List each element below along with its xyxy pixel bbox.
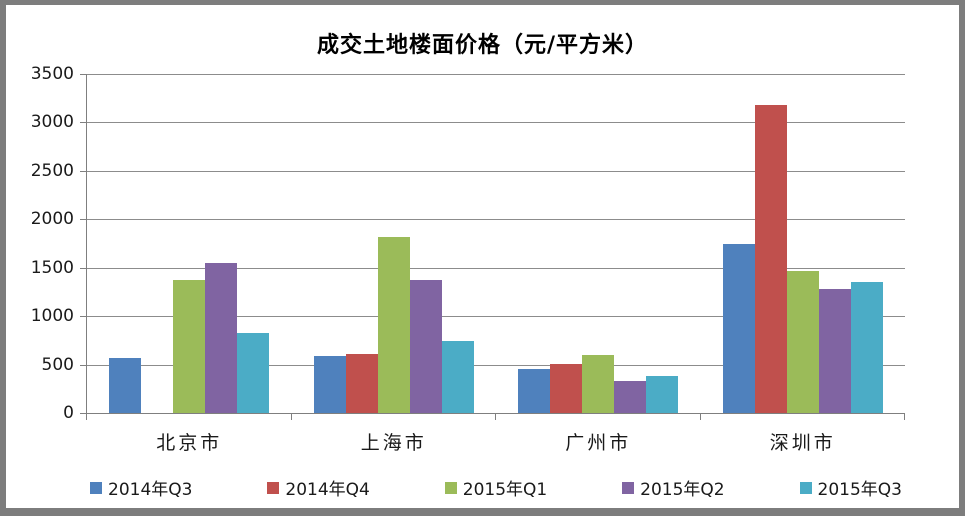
legend-item: 2014年Q4 — [267, 475, 370, 500]
y-axis-label: 500 — [41, 354, 74, 375]
x-axis-tick — [290, 413, 292, 420]
bar — [754, 105, 787, 413]
category-group — [292, 74, 497, 413]
y-axis-tick — [80, 413, 87, 414]
legend-label: 2014年Q4 — [285, 480, 370, 500]
y-axis-label: 0 — [63, 403, 74, 423]
bar — [518, 369, 551, 413]
y-axis-label: 1000 — [30, 306, 74, 327]
bar — [109, 357, 142, 413]
bar — [409, 280, 442, 413]
x-axis-label: 北京市 — [156, 432, 223, 454]
y-axis-label: 1500 — [30, 257, 74, 278]
y-axis-tick — [80, 74, 87, 75]
x-axis-tick — [86, 413, 87, 420]
bar — [850, 282, 883, 413]
legend-item: 2014年Q3 — [90, 475, 192, 500]
bar — [582, 354, 615, 413]
legend-label: 2014年Q3 — [108, 480, 193, 500]
y-axis-tick — [80, 316, 87, 318]
legend-item: 2015年Q2 — [622, 475, 725, 500]
x-axis-label: 深圳市 — [769, 432, 836, 454]
gridline — [87, 219, 905, 221]
y-axis-label: 2000 — [30, 209, 74, 230]
gridline — [87, 316, 905, 318]
y-axis-label: 3500 — [30, 64, 74, 84]
legend-item: 2015年Q1 — [444, 475, 548, 500]
x-axis-tick — [495, 413, 496, 420]
bars-layer — [87, 74, 905, 413]
y-axis-tick — [80, 267, 87, 269]
y-axis-tick — [80, 170, 87, 172]
y-axis-tick — [80, 219, 87, 221]
x-axis-tick — [904, 413, 905, 420]
chart-title: 成交土地楼面价格（元/平方米） — [316, 33, 649, 58]
legend-label: 2015年Q2 — [640, 480, 725, 500]
gridline — [87, 122, 905, 124]
bar — [205, 262, 238, 413]
y-axis-tick — [80, 122, 87, 124]
bar — [345, 354, 378, 413]
legend: 2014年Q3 2014年Q4 2015年Q1 2015年Q2 2015年Q3 — [90, 475, 902, 500]
bar — [237, 332, 270, 413]
x-axis-tick — [699, 413, 701, 420]
legend-label: 2015年Q3 — [817, 480, 902, 500]
bar — [646, 376, 679, 413]
legend-swatch — [799, 481, 812, 494]
x-axis-label: 上海市 — [360, 432, 427, 454]
legend-label: 2015年Q1 — [462, 480, 548, 500]
gridline — [87, 170, 905, 172]
bar — [377, 236, 410, 413]
gridline — [87, 267, 905, 269]
bar — [786, 270, 819, 413]
gridline — [87, 74, 905, 75]
category-group — [496, 74, 701, 413]
legend-item: 2015年Q3 — [799, 475, 902, 500]
plot-area: 0 500 1000 1500 2000 2500 3000 3500 北京市 上海市 广州市 深圳市 — [31, 64, 905, 454]
legend-swatch — [90, 481, 102, 494]
gridline — [87, 364, 905, 366]
bar — [173, 280, 206, 413]
bar — [722, 243, 755, 413]
bar — [550, 363, 583, 413]
bar — [818, 289, 851, 413]
y-axis-label: 2500 — [30, 160, 74, 181]
legend-swatch — [622, 481, 635, 494]
y-axis-tick — [80, 364, 87, 366]
x-axis-label: 广州市 — [565, 432, 632, 454]
bar — [441, 341, 474, 413]
bar — [614, 381, 647, 413]
legend-swatch — [267, 481, 280, 494]
category-group — [87, 74, 292, 413]
y-axis-label: 3000 — [30, 112, 74, 133]
x-axis-labels: 北京市 上海市 广州市 深圳市 — [87, 413, 905, 455]
legend-swatch — [444, 481, 457, 494]
category-group — [701, 74, 906, 413]
bar — [313, 355, 346, 413]
